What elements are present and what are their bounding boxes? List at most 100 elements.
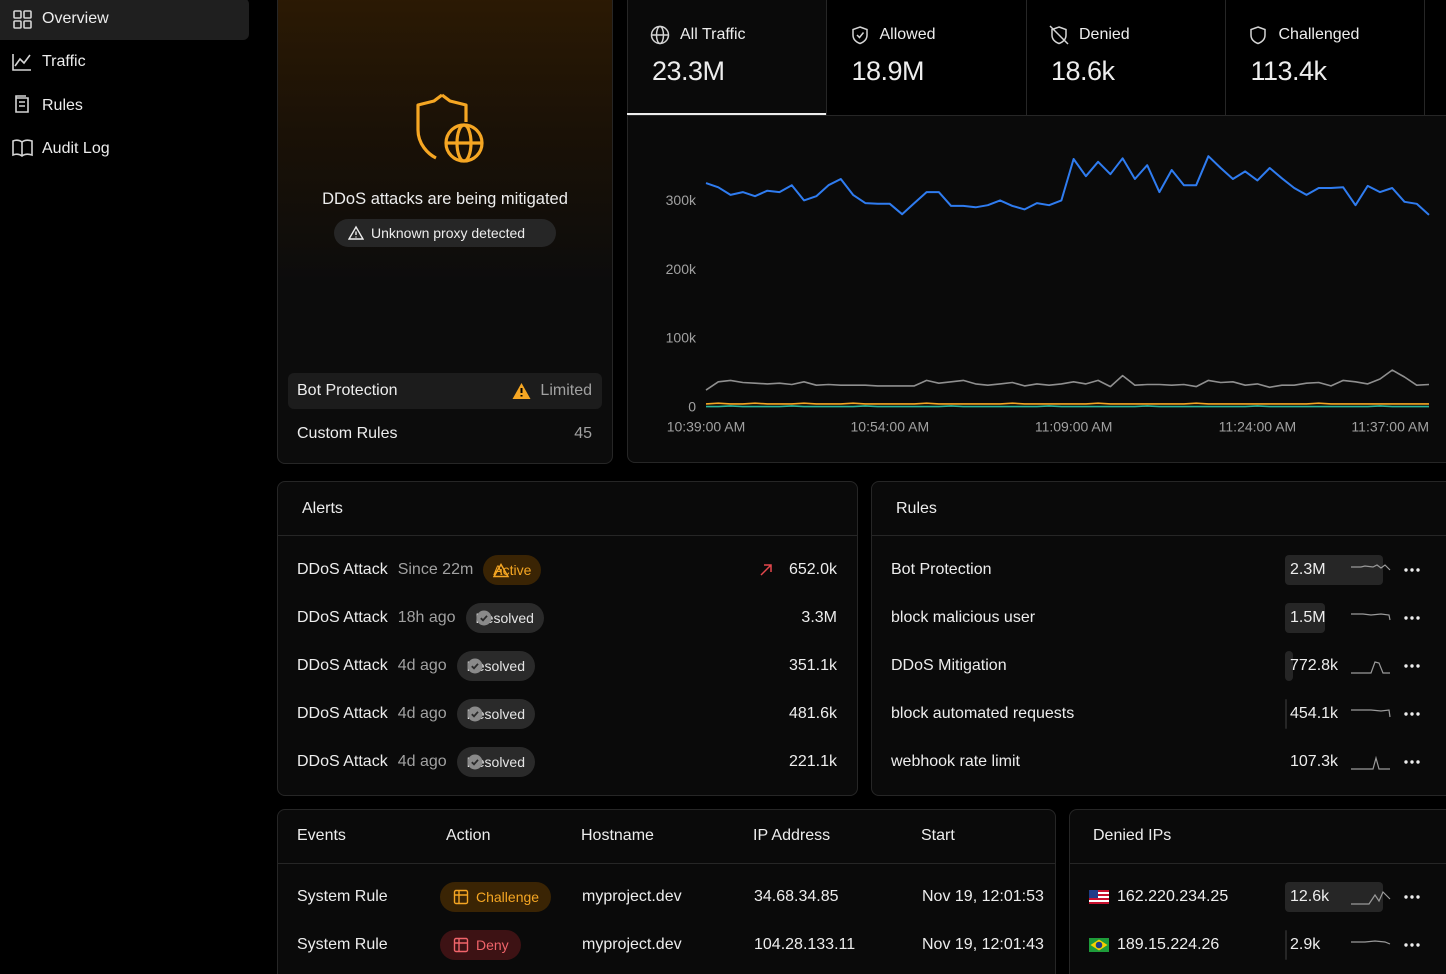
tab-label: Challenged xyxy=(1279,25,1360,45)
alert-value: 481.6k xyxy=(789,704,837,724)
sparkline xyxy=(1351,704,1391,724)
ip-address: 189.15.224.26 xyxy=(1117,935,1219,955)
status-badge: Resolved xyxy=(466,603,544,633)
rule-name: block malicious user xyxy=(891,608,1035,628)
alert-name: DDoS Attack xyxy=(297,657,388,675)
nav-label: Overview xyxy=(42,9,109,29)
alert-name: DDoS Attack xyxy=(297,561,388,579)
alert-row: DDoS Attack 18h ago Resolved xyxy=(297,603,544,633)
sparkline xyxy=(1351,608,1391,628)
y-tick-label: 200k xyxy=(666,261,697,277)
rule-name: block automated requests xyxy=(891,704,1074,724)
more-menu[interactable] xyxy=(1402,562,1422,578)
status-badge: Resolved xyxy=(457,699,535,729)
series-line xyxy=(706,370,1429,390)
column-header: IP Address xyxy=(753,826,830,846)
column-header: Hostname xyxy=(581,826,654,846)
rule-name: Bot Protection xyxy=(891,560,992,580)
nav-label: Audit Log xyxy=(42,139,110,159)
rule-value: 1.5M xyxy=(1290,608,1326,628)
tab-value: 18.6k xyxy=(1051,56,1115,86)
event-cell: myproject.dev xyxy=(582,935,682,955)
event-cell: 34.68.34.85 xyxy=(754,887,839,907)
tab-label: Denied xyxy=(1079,25,1130,45)
rule-value: 772.8k xyxy=(1290,656,1338,676)
alert-time: 4d ago xyxy=(398,657,447,675)
sparkline xyxy=(1351,656,1391,676)
y-tick-label: 300k xyxy=(666,192,697,208)
event-cell: Nov 19, 12:01:43 xyxy=(922,935,1049,955)
sparkline xyxy=(1351,560,1391,580)
event-cell: myproject.dev xyxy=(582,887,682,907)
alert-name: DDoS Attack xyxy=(297,753,388,771)
tab-value: 23.3M xyxy=(652,56,725,86)
status-badge: Resolved xyxy=(457,747,535,777)
action-icon xyxy=(453,889,469,905)
alert-row: DDoS AttackSince 22mActive xyxy=(297,555,541,585)
more-menu[interactable] xyxy=(1402,754,1422,770)
series-line xyxy=(706,406,1429,407)
sparkline xyxy=(1351,935,1391,955)
more-menu[interactable] xyxy=(1402,706,1422,722)
more-menu[interactable] xyxy=(1402,658,1422,674)
status-badge: Active xyxy=(483,555,541,585)
nav-label: Traffic xyxy=(42,52,86,72)
more-menu[interactable] xyxy=(1402,610,1422,626)
rule-name: webhook rate limit xyxy=(891,752,1020,772)
alert-time: 4d ago xyxy=(398,753,447,771)
event-cell: Nov 19, 12:01:53 xyxy=(922,887,1049,907)
status-badge: Resolved xyxy=(457,651,535,681)
value-bar xyxy=(1285,699,1287,729)
x-tick-label: 11:09:00 AM xyxy=(1035,419,1113,435)
column-header: Events xyxy=(297,826,346,846)
flag xyxy=(1089,938,1109,952)
y-tick-label: 100k xyxy=(666,330,697,346)
x-tick-label: 11:24:00 AM xyxy=(1219,419,1297,435)
ip-address: 162.220.234.25 xyxy=(1117,887,1228,907)
sparkline xyxy=(1351,887,1391,907)
sparkline xyxy=(1351,752,1391,772)
alert-row: DDoS Attack 4d ago Resolved xyxy=(297,747,535,777)
alert-name: DDoS Attack xyxy=(297,609,388,627)
alert-value: 652.0k xyxy=(789,560,837,580)
x-tick-label: 10:54:00 AM xyxy=(851,419,930,435)
alert-time: 18h ago xyxy=(398,609,456,627)
value-bar xyxy=(1285,930,1287,960)
more-menu[interactable] xyxy=(1402,937,1422,953)
alert-row: DDoS Attack 4d ago Resolved xyxy=(297,699,535,729)
rule-value: 107.3k xyxy=(1290,752,1338,772)
y-tick-label: 0 xyxy=(688,399,696,415)
series-line xyxy=(706,156,1429,215)
alert-value: 351.1k xyxy=(789,656,837,676)
alert-row: DDoS Attack 4d ago Resolved xyxy=(297,651,535,681)
tab-label: All Traffic xyxy=(680,25,746,45)
rule-name: DDoS Mitigation xyxy=(891,656,1007,676)
rule-value: 454.1k xyxy=(1290,704,1338,724)
ip-value: 2.9k xyxy=(1290,935,1320,955)
column-header: Action xyxy=(446,826,490,846)
ip-value: 12.6k xyxy=(1290,887,1329,907)
rule-value: 2.3M xyxy=(1290,560,1326,580)
event-cell: System Rule xyxy=(297,935,388,955)
alert-name: DDoS Attack xyxy=(297,705,388,723)
tab-label: Allowed xyxy=(880,25,936,45)
event-cell: 104.28.133.11 xyxy=(754,935,855,955)
x-tick-label: 11:37:00 AM xyxy=(1351,419,1429,435)
action-icon xyxy=(453,937,469,953)
alert-value: 221.1k xyxy=(789,752,837,772)
flag xyxy=(1089,890,1109,904)
x-tick-label: 10:39:00 AM xyxy=(667,419,746,435)
more-menu[interactable] xyxy=(1402,889,1422,905)
event-cell: System Rule xyxy=(297,887,388,907)
trend-up-icon xyxy=(759,563,773,577)
series-line xyxy=(706,403,1429,404)
nav-label: Rules xyxy=(42,96,83,116)
column-header: Start xyxy=(921,826,955,846)
alert-value: 3.3M xyxy=(801,608,837,628)
tab-value: 18.9M xyxy=(852,56,925,86)
alert-time: 4d ago xyxy=(398,705,447,723)
tab-value: 113.4k xyxy=(1251,56,1327,86)
